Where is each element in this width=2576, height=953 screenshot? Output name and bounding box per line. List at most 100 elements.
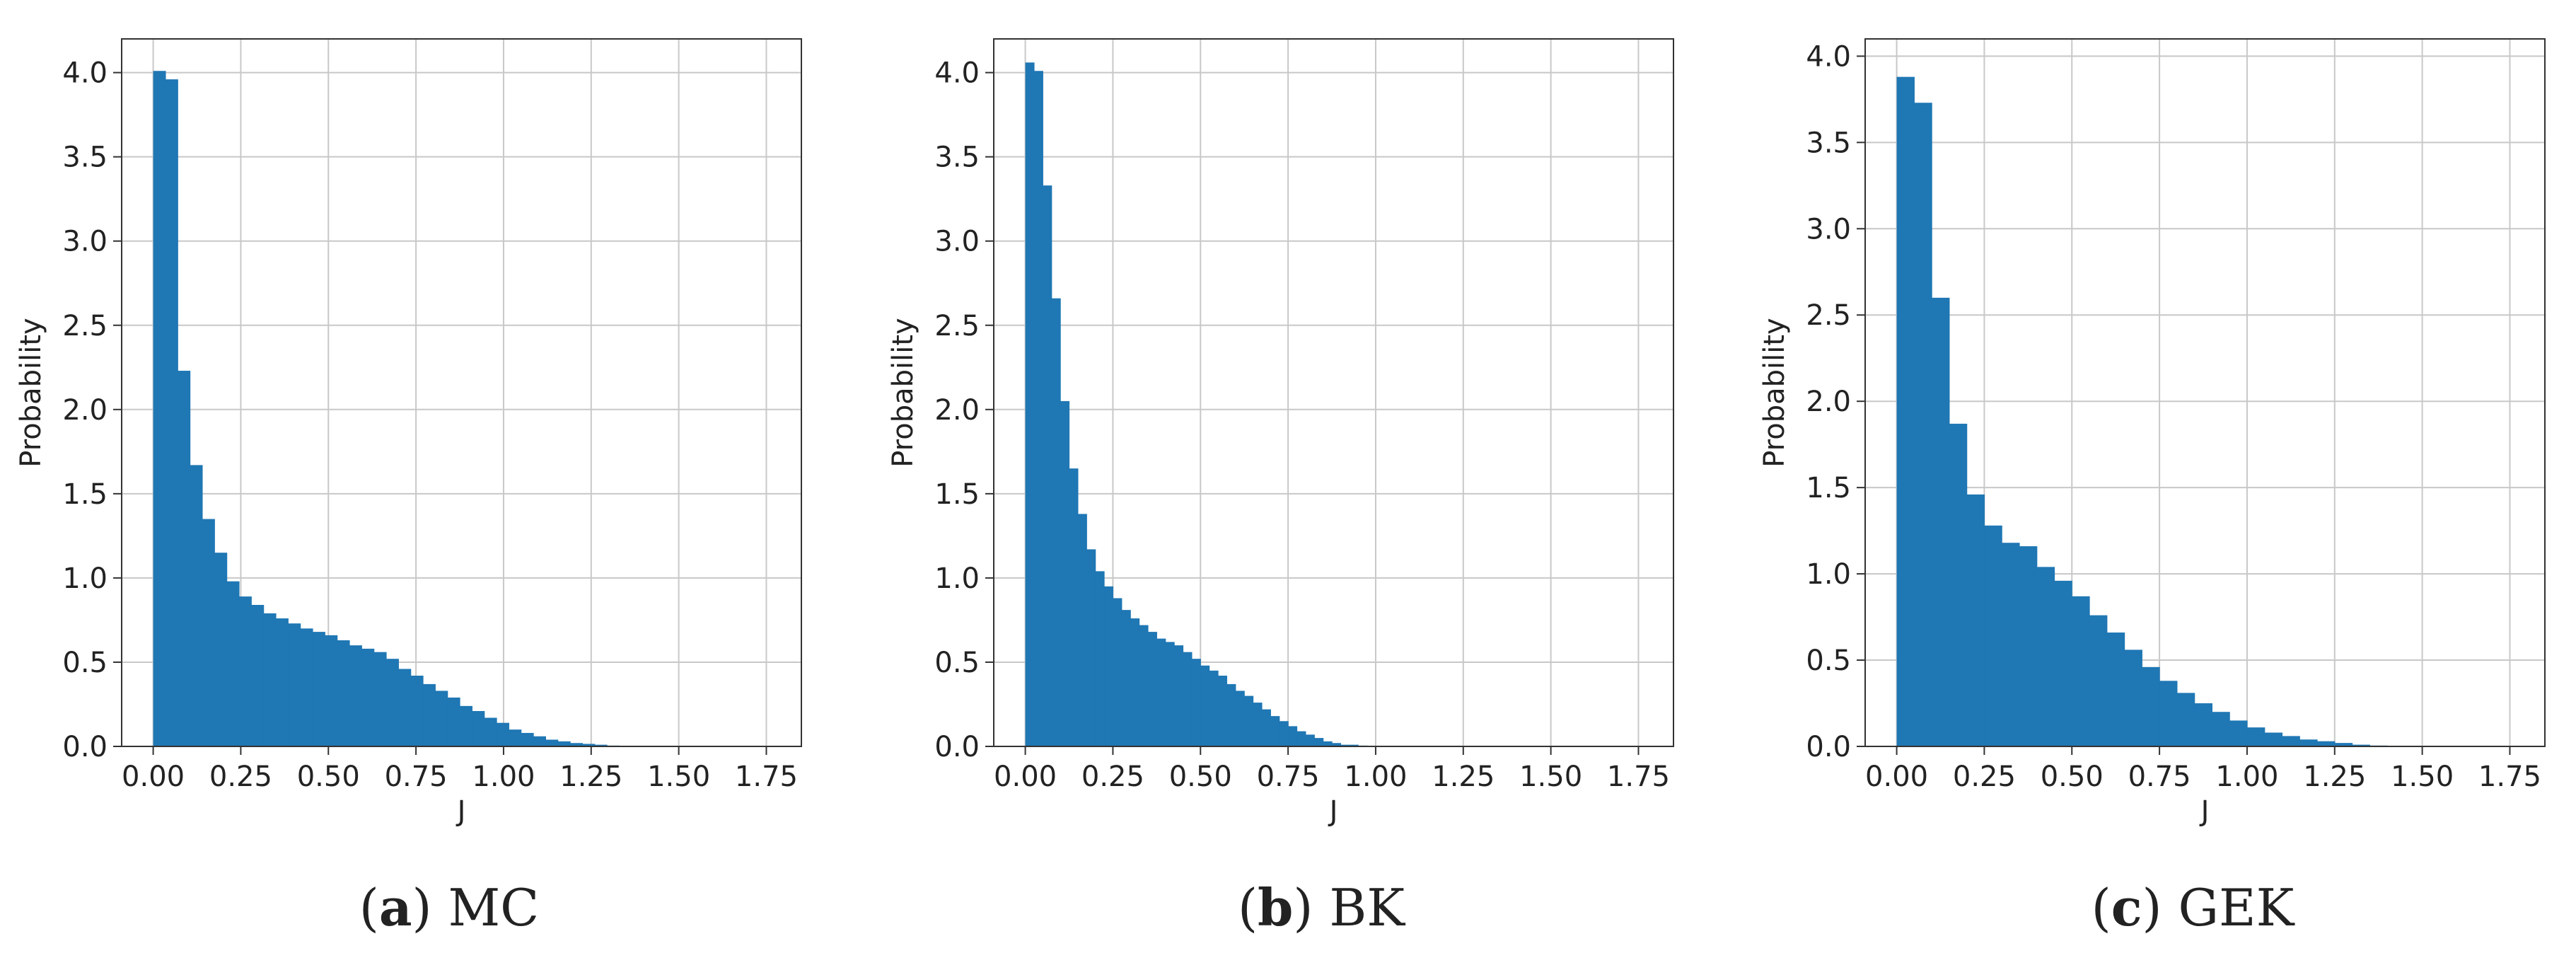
x-tick-label: 0.25 bbox=[209, 761, 272, 793]
y-tick-label: 1.5 bbox=[1806, 472, 1851, 504]
caption-a-text: MC bbox=[448, 878, 540, 937]
y-tick-label: 0.0 bbox=[62, 731, 108, 763]
histogram-bar bbox=[1174, 645, 1184, 746]
x-tick-label: 1.00 bbox=[2215, 761, 2278, 793]
y-tick-label: 4.0 bbox=[1806, 40, 1851, 73]
histogram-bar bbox=[1077, 514, 1087, 746]
histogram-bar bbox=[312, 632, 325, 746]
y-tick-label: 4.0 bbox=[62, 57, 108, 90]
histogram-bar bbox=[484, 717, 497, 746]
histogram-bar bbox=[153, 71, 166, 746]
histogram-bar bbox=[202, 519, 215, 746]
x-tick-label: 0.25 bbox=[1081, 761, 1144, 793]
histogram-bar bbox=[2299, 739, 2318, 746]
x-tick-label: 1.50 bbox=[647, 761, 710, 793]
caption-c-letter: c bbox=[2111, 877, 2142, 937]
histogram-bar bbox=[1279, 721, 1289, 746]
y-tick-label: 2.5 bbox=[62, 310, 108, 342]
histogram-bar bbox=[361, 648, 375, 746]
x-tick-label: 0.00 bbox=[994, 761, 1057, 793]
histogram-bar bbox=[1323, 741, 1333, 746]
y-tick-label: 1.5 bbox=[934, 478, 980, 511]
histogram-bar bbox=[1984, 525, 2002, 746]
y-tick-label: 3.5 bbox=[934, 141, 980, 174]
caption-b: (b) BK bbox=[1237, 877, 1405, 937]
caption-a: (a) MC bbox=[359, 877, 540, 937]
histogram-bar bbox=[1060, 400, 1070, 746]
histogram-bar bbox=[2159, 681, 2178, 746]
histogram-bar bbox=[373, 652, 387, 746]
y-tick-label: 1.0 bbox=[1806, 558, 1851, 591]
histogram-bar bbox=[1896, 76, 1915, 746]
x-tick-label: 0.75 bbox=[385, 761, 448, 793]
histogram-bar bbox=[251, 605, 265, 746]
histogram-bar bbox=[2334, 743, 2353, 746]
histogram-bar bbox=[2142, 666, 2160, 746]
y-tick-label: 0.0 bbox=[934, 731, 980, 763]
histogram-bar bbox=[557, 741, 571, 746]
histogram-bar bbox=[509, 729, 522, 746]
histogram-bar bbox=[2282, 736, 2300, 746]
histogram-bar bbox=[2002, 543, 2020, 746]
histogram-bar bbox=[1121, 610, 1131, 746]
histogram-bar bbox=[1244, 695, 1254, 746]
y-axis-label: Probability bbox=[15, 318, 47, 467]
histogram-bar bbox=[1051, 298, 1061, 747]
histogram-bar bbox=[214, 553, 228, 746]
histogram-bar bbox=[521, 732, 534, 746]
histogram-bar bbox=[337, 640, 350, 746]
histogram-bar bbox=[1183, 652, 1193, 746]
histogram-bar bbox=[1305, 734, 1315, 746]
histogram-bar bbox=[1288, 726, 1298, 746]
histogram-bar bbox=[533, 736, 546, 746]
caption-b-text: BK bbox=[1329, 878, 1405, 937]
histogram-bar bbox=[1253, 703, 1263, 746]
y-tick-label: 2.5 bbox=[1806, 299, 1851, 332]
x-tick-label: 0.75 bbox=[2128, 761, 2191, 793]
y-tick-label: 2.0 bbox=[934, 394, 980, 427]
histogram-bar bbox=[1043, 185, 1052, 747]
histogram-bar bbox=[1226, 683, 1236, 746]
x-tick-label: 1.50 bbox=[1519, 761, 1582, 793]
histogram-bar bbox=[190, 465, 203, 746]
caption-a-letter: a bbox=[378, 877, 412, 937]
histogram-bar bbox=[2317, 741, 2336, 746]
histogram-bar bbox=[570, 743, 583, 746]
histogram-bar bbox=[2054, 580, 2072, 746]
x-tick-label: 1.75 bbox=[735, 761, 798, 793]
histogram-bar bbox=[1139, 625, 1149, 746]
y-tick-label: 1.0 bbox=[62, 562, 108, 595]
histogram-bar bbox=[1033, 71, 1043, 746]
histogram-bar bbox=[1130, 618, 1140, 746]
histogram-bar bbox=[300, 628, 313, 746]
x-tick-label: 1.25 bbox=[1432, 761, 1495, 793]
histogram-bar bbox=[1147, 632, 1157, 746]
histogram-bar bbox=[1340, 744, 1350, 746]
histogram-bar bbox=[325, 635, 338, 746]
histogram-bar bbox=[1218, 676, 1228, 746]
histogram-bar bbox=[288, 623, 301, 746]
y-tick-label: 3.0 bbox=[1806, 213, 1851, 246]
histogram-bar bbox=[178, 371, 191, 746]
y-tick-label: 0.5 bbox=[62, 647, 108, 679]
histogram-bar bbox=[410, 676, 424, 746]
histogram-bar bbox=[2194, 703, 2213, 746]
histogram-bar bbox=[1349, 744, 1359, 746]
histogram-bar bbox=[447, 697, 460, 746]
histogram-bar bbox=[2124, 649, 2142, 746]
caption-c: (c) GEK bbox=[2091, 877, 2294, 937]
histogram-bar bbox=[1200, 665, 1210, 746]
plot-frame bbox=[121, 38, 802, 747]
histogram-bar bbox=[349, 645, 362, 746]
histogram-bar bbox=[2089, 615, 2108, 746]
histogram-bar bbox=[545, 739, 559, 746]
y-tick-label: 1.0 bbox=[934, 562, 980, 595]
histogram-bar bbox=[2072, 596, 2090, 746]
caption-c-text: GEK bbox=[2178, 878, 2294, 937]
histogram-bar bbox=[1165, 642, 1175, 746]
histogram-bar bbox=[2264, 732, 2283, 746]
histogram-bar bbox=[582, 744, 596, 746]
x-tick-label: 0.50 bbox=[297, 761, 360, 793]
x-tick-label: 1.25 bbox=[559, 761, 622, 793]
